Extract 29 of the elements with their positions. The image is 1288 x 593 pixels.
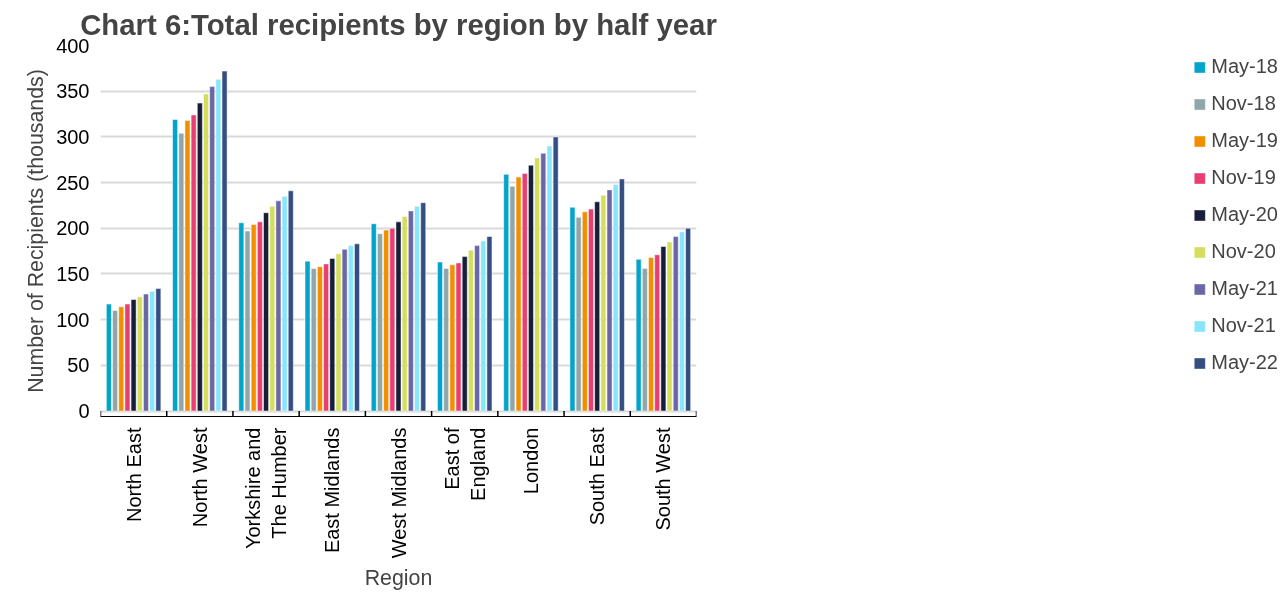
y-tick-label: 400 — [56, 34, 90, 57]
legend-label: May-18 — [1211, 55, 1278, 78]
legend-label: Nov-19 — [1211, 166, 1276, 189]
y-axis-title: Number of Recipients (thousands) — [24, 69, 49, 393]
legend-label: Nov-18 — [1211, 92, 1276, 115]
x-tick-label: London — [519, 427, 542, 495]
legend-label: Nov-21 — [1211, 314, 1276, 337]
x-axis-title: Region — [364, 566, 433, 591]
y-tick-label: 0 — [78, 400, 90, 423]
y-tick-label: 350 — [56, 80, 90, 103]
y-tick-label: 150 — [56, 262, 90, 285]
x-tick-label: Yorkshire and The Humber — [241, 427, 291, 550]
y-tick-label: 100 — [56, 308, 90, 331]
legend-label: May-21 — [1211, 277, 1278, 300]
x-tick-label: South East — [586, 427, 609, 526]
x-tick-label: South West — [652, 427, 675, 531]
x-tick-label: North West — [188, 427, 211, 528]
legend-label: Nov-20 — [1211, 240, 1276, 263]
x-tick-label: North East — [122, 427, 145, 522]
x-tick-label: East Midlands — [321, 427, 344, 554]
y-tick-label: 50 — [67, 354, 90, 377]
y-tick-label: 200 — [56, 217, 90, 240]
y-tick-label: 250 — [56, 171, 90, 194]
legend-label: May-20 — [1211, 203, 1278, 226]
x-tick-label: West Midlands — [387, 427, 410, 559]
legend-label: May-19 — [1211, 129, 1278, 152]
x-tick-label: East of England — [440, 427, 489, 501]
legend-label: May-22 — [1211, 351, 1278, 374]
y-tick-label: 300 — [56, 125, 90, 148]
